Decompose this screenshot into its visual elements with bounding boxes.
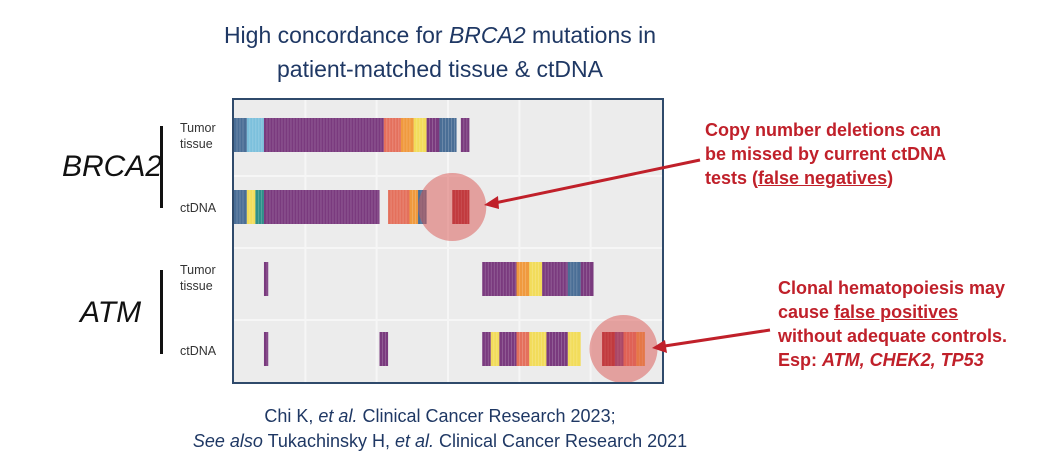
heatmap-segment [542,262,568,296]
arrow-line-false-negatives [489,158,701,206]
annotation-false-negatives: Copy number deletions can be missed by c… [705,118,946,190]
citation-see-also: See also [192,431,263,451]
gene-label-atm: ATM [80,296,142,329]
heatmap-segment [490,332,500,366]
heatmap-segment [580,262,594,296]
fp-prefix: cause [778,302,835,322]
heatmap-segment [234,190,247,224]
row-label-brca2-ctdna: ctDNA [180,201,217,215]
fp-line-2: cause false positives [778,300,1007,324]
gene-bracket-atm [160,270,163,354]
heatmap-plot [232,98,664,384]
highlight-circle-false-negatives [418,173,487,241]
heatmap-segment [409,190,419,224]
fn-suffix: ) [887,168,894,188]
fn-prefix: tests ( [705,168,759,188]
annotation-false-positives: Clonal hematopoiesis may cause false pos… [778,276,1007,372]
heatmap-segment [439,118,457,152]
heatmap-segment [460,118,470,152]
heatmap-svg [234,100,662,383]
heatmap-segment [426,118,440,152]
heatmap-segment [234,118,247,152]
heatmap-segment [383,118,401,152]
heatmap-segment [263,262,269,296]
title-line-1: High concordance for BRCA2 mutations in [170,18,710,52]
fn-line-2: be missed by current ctDNA [705,144,947,164]
heatmap-segment [388,190,410,224]
heatmap-segment [499,332,517,366]
citation-author-2: Tukachinsky H, [262,431,395,451]
fp-underlined: false positives [834,302,959,322]
gene-label-brca2: BRCA2 [62,150,163,183]
fp-line-1: Clonal hematopoiesis may [778,278,1006,298]
citation-rest-2: Clinical Cancer Research 2021 [434,431,688,451]
row-label-atm-tumor: Tumor tissue [180,263,216,293]
heatmap-segment [263,332,269,366]
citation-line-1: Chi K, et al. Clinical Cancer Research 2… [140,404,740,429]
heatmap-segment [567,332,581,366]
title-prefix: High concordance for [223,22,449,48]
slide-title: High concordance for BRCA2 mutations in … [170,18,710,86]
row-label-atm-ctdna: ctDNA [180,344,217,358]
fp-line-4: Esp: ATM, CHEK2, TP53 [778,348,1007,372]
heatmap-segment [400,118,414,152]
arrow-line-false-positives [657,328,771,349]
heatmap-segment [529,332,547,366]
arrow-head-false-positives [652,340,667,353]
heatmap-row-brca2-tumor [234,118,470,152]
heatmap-segment [516,332,530,366]
citation-etal-1: et al. [318,406,358,426]
heatmap-segment [246,190,256,224]
fp-line-3: without adequate controls. [778,326,1008,346]
row-label-brca2-tumor: Tumor tissue [180,121,216,151]
heatmap-segment [263,190,380,224]
citation-etal-2: et al. [394,431,434,451]
citation-author-1: Chi K, [264,406,319,426]
heatmap-segment [567,262,581,296]
title-gene: BRCA2 [448,22,526,48]
citation: Chi K, et al. Clinical Cancer Research 2… [140,404,740,454]
fn-line-3: tests (false negatives) [705,166,946,190]
gene-bracket-brca2 [160,126,163,208]
heatmap-segment [255,190,264,224]
heatmap-segment [379,332,389,366]
title-suffix: mutations in [525,22,657,48]
fp-esp: Esp: [778,350,823,370]
citation-rest-1: Clinical Cancer Research 2023; [357,406,616,426]
title-line-2: patient-matched tissue & ctDNA [277,56,603,82]
citation-line-2: See also Tukachinsky H, et al. Clinical … [140,429,740,454]
heatmap-segment [413,118,427,152]
heatmap-segment [529,262,543,296]
heatmap-segment [482,262,517,296]
heatmap-row-atm-tumor [263,262,594,296]
fn-line-1: Copy number deletions can [705,120,942,140]
fp-genes: ATM, CHEK2, TP53 [822,350,984,370]
fn-underlined: false negatives [758,168,888,188]
heatmap-segment [263,118,384,152]
heatmap-segment [546,332,568,366]
arrow-head-false-negatives [484,196,499,209]
highlight-circle-false-positives [589,315,658,383]
heatmap-segment [482,332,491,366]
heatmap-segment [246,118,264,152]
heatmap-segment [516,262,530,296]
